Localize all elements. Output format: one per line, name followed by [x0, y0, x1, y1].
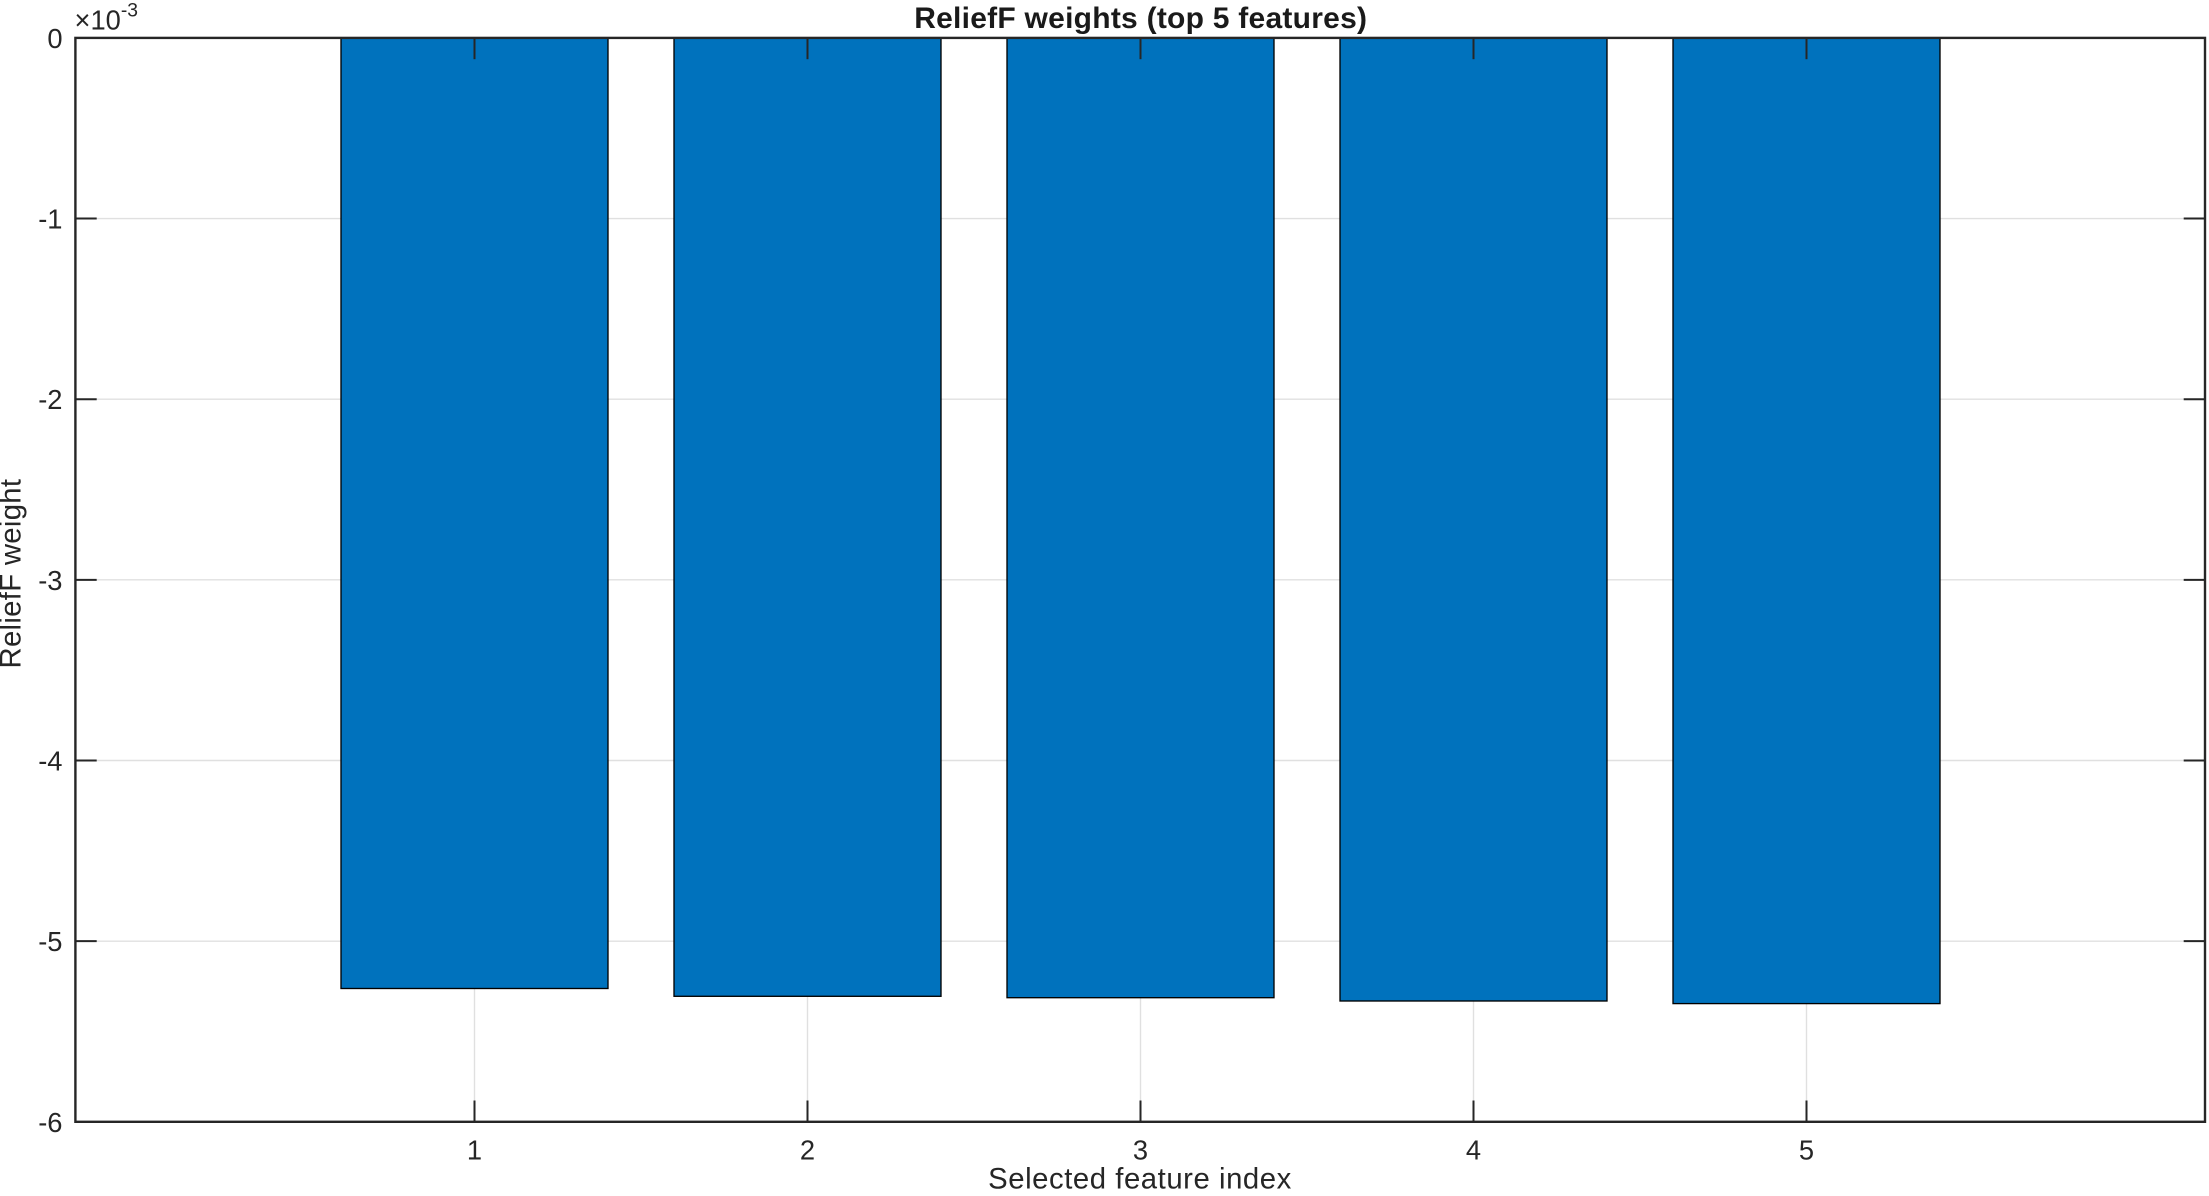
svg-text:-5: -5	[38, 926, 62, 957]
svg-text:ReliefF weight: ReliefF weight	[0, 479, 28, 669]
svg-text:Selected feature index: Selected feature index	[988, 1163, 1292, 1196]
svg-text:-2: -2	[38, 384, 62, 415]
svg-text:5: 5	[1799, 1135, 1814, 1166]
svg-text:-1: -1	[38, 204, 62, 235]
svg-text:4: 4	[1466, 1135, 1481, 1166]
svg-text:-6: -6	[38, 1107, 62, 1138]
svg-text:3: 3	[1133, 1135, 1148, 1166]
svg-text:ReliefF weights (top 5 feature: ReliefF weights (top 5 features)	[914, 2, 1367, 35]
svg-text:-4: -4	[38, 746, 62, 777]
svg-text:1: 1	[467, 1135, 482, 1166]
svg-text:2: 2	[800, 1135, 815, 1166]
svg-text:0: 0	[47, 23, 62, 54]
svg-text:-3: -3	[38, 565, 62, 596]
